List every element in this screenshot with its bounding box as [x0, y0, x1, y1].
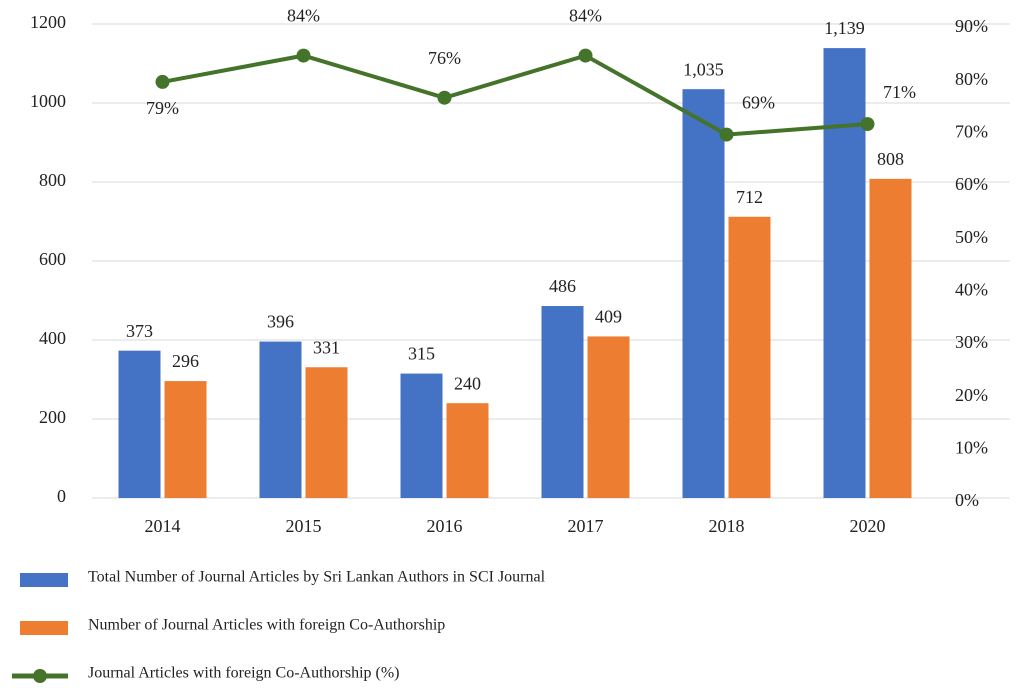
y2-tick-label: 90% — [955, 16, 988, 36]
y2-tick-label: 10% — [955, 437, 988, 457]
y-tick-label: 400 — [39, 328, 66, 348]
y2-tick-label: 0% — [955, 490, 979, 510]
data-label: 296 — [172, 351, 199, 371]
bar — [870, 179, 912, 498]
data-label: 84% — [569, 6, 602, 26]
x-tick-label: 2018 — [709, 516, 745, 536]
line-marker — [579, 49, 593, 63]
data-label: 240 — [454, 373, 481, 393]
data-label: 808 — [877, 149, 904, 169]
legend-swatch — [20, 573, 68, 587]
data-label: 79% — [146, 98, 179, 118]
x-tick-label: 2016 — [427, 516, 463, 536]
legend-label: Journal Articles with foreign Co-Authors… — [88, 665, 400, 682]
x-tick-label: 2015 — [286, 516, 322, 536]
x-tick-label: 2014 — [145, 516, 181, 536]
bar — [165, 381, 207, 498]
y2-tick-label: 40% — [955, 279, 988, 299]
bar — [260, 342, 302, 498]
y2-tick-label: 70% — [955, 121, 988, 141]
y-tick-label: 1200 — [30, 12, 66, 32]
legend-label: Total Number of Journal Articles by Sri … — [88, 569, 546, 586]
y2-tick-label: 20% — [955, 385, 988, 405]
line-marker — [438, 91, 452, 105]
data-label: 409 — [595, 307, 622, 327]
data-label: 315 — [408, 344, 435, 364]
line-marker — [297, 49, 311, 63]
bar — [447, 403, 489, 498]
bar — [119, 351, 161, 498]
bar — [306, 367, 348, 498]
data-label: 69% — [742, 93, 775, 113]
bar — [824, 48, 866, 498]
data-label: 84% — [287, 6, 320, 26]
data-label: 1,035 — [683, 59, 724, 79]
legend-swatch — [33, 669, 47, 683]
data-label: 76% — [428, 48, 461, 68]
line-marker — [720, 128, 734, 142]
bar — [729, 217, 771, 498]
bar — [683, 89, 725, 498]
bar — [542, 306, 584, 498]
x-tick-label: 2017 — [568, 516, 604, 536]
data-label: 71% — [883, 82, 916, 102]
y-tick-label: 0 — [57, 486, 66, 506]
y-tick-label: 1000 — [30, 91, 66, 111]
data-label: 373 — [126, 321, 153, 341]
data-label: 331 — [313, 337, 340, 357]
legend-label: Number of Journal Articles with foreign … — [88, 617, 445, 634]
y-tick-label: 200 — [39, 407, 66, 427]
chart: 0 200 400 600 800 1000 1200 0% 10% 20% 30% 40% 50% 60… — [0, 0, 1027, 685]
bar — [401, 374, 443, 498]
data-label: 486 — [549, 276, 576, 296]
x-tick-label: 2020 — [850, 516, 886, 536]
bar — [588, 336, 630, 498]
y2-tick-label: 60% — [955, 174, 988, 194]
y-tick-label: 600 — [39, 249, 66, 269]
data-label: 1,139 — [824, 18, 865, 38]
y2-tick-label: 50% — [955, 227, 988, 247]
y2-tick-label: 30% — [955, 332, 988, 352]
legend-swatch — [20, 621, 68, 635]
data-label: 712 — [736, 187, 763, 207]
line-marker — [156, 75, 170, 89]
line-marker — [861, 117, 875, 131]
data-label: 396 — [267, 312, 294, 332]
y-tick-label: 800 — [39, 170, 66, 190]
y2-tick-label: 80% — [955, 69, 988, 89]
